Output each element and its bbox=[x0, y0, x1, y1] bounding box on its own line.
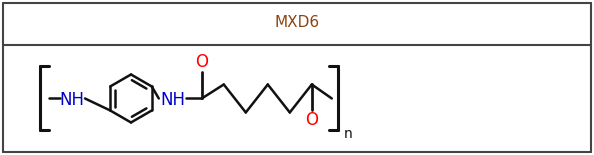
Text: O: O bbox=[195, 53, 208, 71]
Text: NH: NH bbox=[59, 91, 84, 109]
Text: MXD6: MXD6 bbox=[274, 15, 320, 30]
Text: O: O bbox=[305, 111, 318, 129]
Text: n: n bbox=[343, 127, 352, 142]
Text: NH: NH bbox=[160, 91, 185, 109]
